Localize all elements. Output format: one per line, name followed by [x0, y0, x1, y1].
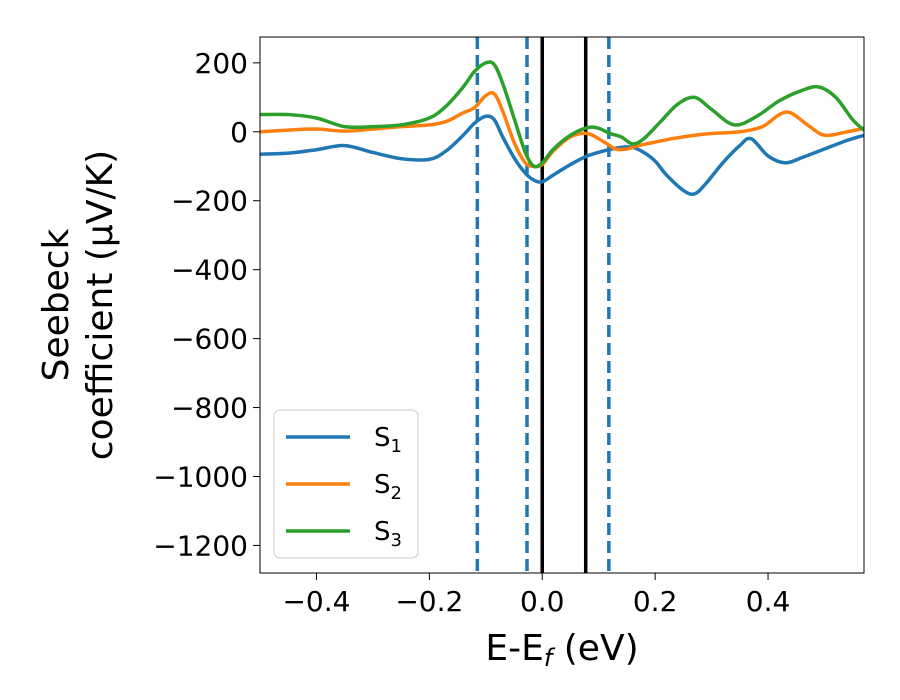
y-tick-label: −400	[171, 254, 248, 287]
legend: S1 S2 S3	[273, 409, 419, 559]
legend-label-s1: S1	[374, 423, 402, 457]
x-tick-label: 0.4	[746, 585, 791, 618]
series-line-s3	[260, 60, 864, 169]
plot-frame	[259, 36, 865, 574]
x-tick-label: −0.4	[282, 585, 350, 618]
x-tick-label: 0.0	[520, 585, 565, 618]
x-axis-ticks: −0.4 −0.2 0.0 0.2 0.4	[282, 573, 790, 618]
y-tick-label: −600	[171, 323, 248, 356]
legend-label-s2: S2	[374, 470, 402, 504]
x-tick-label: 0.2	[633, 585, 678, 618]
y-tick-label: −800	[171, 392, 248, 425]
y-tick-label: 0	[230, 116, 248, 149]
series-line-s1	[260, 114, 864, 196]
y-tick-label: −1200	[153, 529, 248, 562]
y-axis-ticks: 200 0 −200 −400 −600 −800 −1000 −1200	[153, 47, 260, 562]
y-axis-label-line2: coefficient (μV/K)	[80, 150, 121, 460]
x-axis-label: E-Ef (eV)	[485, 628, 638, 672]
y-tick-label: −200	[171, 185, 248, 218]
y-tick-label: 200	[195, 47, 248, 80]
y-axis-label: Seebeck coefficient (μV/K)	[36, 150, 121, 460]
series-lines	[260, 60, 864, 196]
legend-label-s3: S3	[374, 517, 402, 551]
x-tick-label: −0.2	[395, 585, 463, 618]
y-axis-label-line1: Seebeck	[36, 228, 77, 381]
y-tick-label: −1000	[153, 460, 248, 493]
